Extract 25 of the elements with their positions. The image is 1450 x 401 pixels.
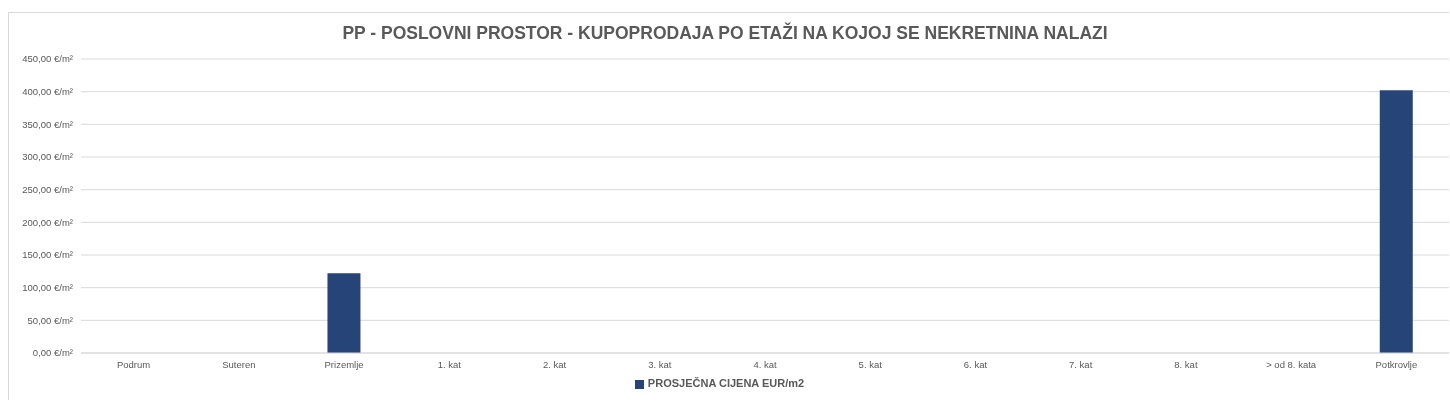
x-tick-label: 7. kat (1069, 358, 1093, 370)
x-tick-label: Prizemlje (324, 358, 364, 370)
x-tick-label: 4. kat (753, 358, 777, 370)
x-tick-label: 3. kat (648, 358, 672, 370)
y-tick-label: 150,00 €/m² (22, 249, 73, 261)
y-tick-label: 100,00 €/m² (22, 282, 73, 294)
y-tick-label: 400,00 €/m² (22, 86, 73, 98)
x-tick-label: Suteren (222, 358, 256, 370)
y-tick-label: 350,00 €/m² (22, 118, 73, 130)
x-tick-label: > od 8. kata (1266, 358, 1317, 370)
x-tick-label: 2. kat (542, 358, 567, 370)
y-tick-label: 450,00 €/m² (22, 53, 73, 65)
x-tick-label: 8. kat (1174, 358, 1198, 370)
x-tick-label: 1. kat (437, 358, 462, 370)
legend-label: PROSJEČNA CIJENA EUR/m2 (647, 377, 805, 389)
x-tick-label: Podrum (116, 358, 151, 370)
x-tick-label: 5. kat (858, 358, 883, 370)
y-tick-label: 250,00 €/m² (22, 184, 73, 196)
x-tick-label: Potkrovlje (1375, 358, 1418, 370)
y-tick-label: 0,00 €/m² (32, 347, 73, 359)
y-tick-label: 200,00 €/m² (22, 216, 73, 228)
x-tick-label: 6. kat (963, 358, 988, 370)
y-tick-label: 50,00 €/m² (27, 314, 73, 326)
chart-title: PP - POSLOVNI PROSTOR - KUPOPRODAJA PO ETAŽI NA KOJOJ SE NEKRETNINA NALAZI (341, 22, 1109, 44)
y-tick-label: 300,00 €/m² (22, 151, 73, 163)
